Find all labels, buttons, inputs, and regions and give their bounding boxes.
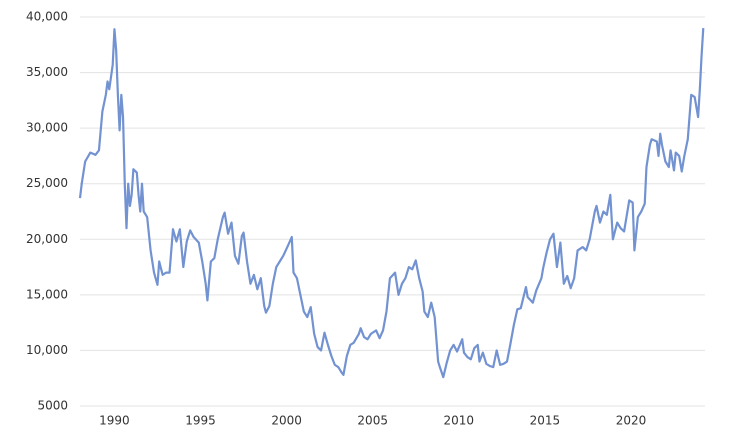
y-tick-label: 5000 [37, 399, 68, 413]
x-tick-label: 1990 [99, 414, 130, 428]
x-tick-label: 2010 [444, 414, 475, 428]
x-tick-label: 2005 [357, 414, 388, 428]
x-tick-label: 1995 [185, 414, 216, 428]
y-tick-label: 40,000 [26, 10, 68, 24]
y-tick-label: 20,000 [26, 232, 68, 246]
y-tick-label: 30,000 [26, 121, 68, 135]
y-tick-label: 25,000 [26, 176, 68, 190]
y-tick-label: 10,000 [26, 343, 68, 357]
x-tick-label: 2000 [271, 414, 302, 428]
line [78, 28, 705, 379]
x-tick-label: 2020 [616, 414, 647, 428]
y-tick-label: 15,000 [26, 287, 68, 301]
y-tick-label: 35,000 [26, 65, 68, 79]
x-tick-label: 2015 [530, 414, 561, 428]
